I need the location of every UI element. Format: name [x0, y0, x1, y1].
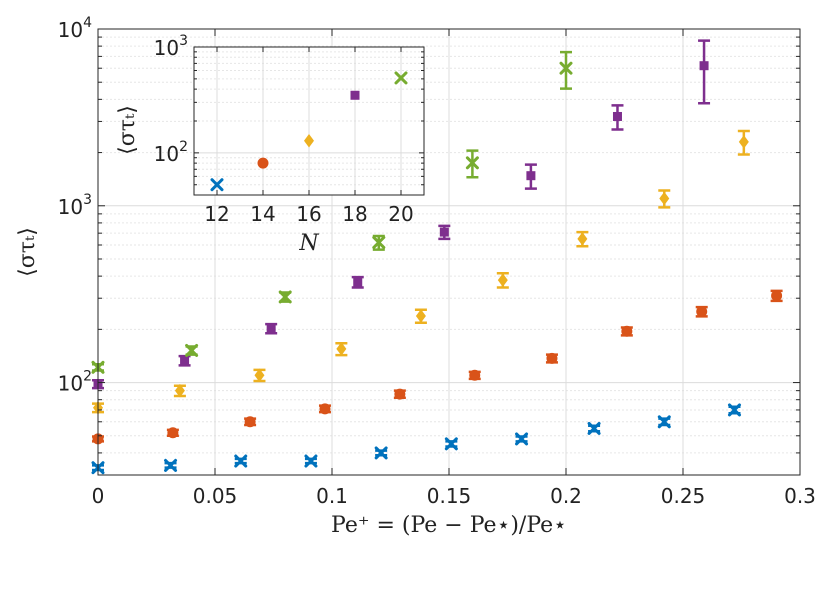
x-tick-label: 0.25	[661, 484, 706, 508]
data-point	[174, 383, 185, 398]
series-n12	[91, 403, 741, 475]
data-point	[657, 415, 671, 429]
inset-y-tick-base: 10	[154, 142, 179, 166]
data-point	[587, 421, 601, 435]
data-point	[497, 273, 508, 287]
y-tick-exponent: 2	[83, 369, 92, 385]
y-tick-base: 10	[58, 372, 83, 396]
inset-data-point	[350, 90, 360, 100]
data-point	[164, 458, 178, 472]
inset-grid	[194, 47, 424, 196]
data-point	[278, 290, 292, 304]
inset-y-axis-label: ⟨στₜ⟩	[115, 105, 140, 155]
data-point	[515, 432, 529, 446]
series-n14	[92, 289, 783, 445]
data-point	[319, 403, 331, 415]
x-axis-label: Pe⁺ = (Pe − Pe⋆)/Pe⋆	[331, 513, 567, 538]
data-point	[304, 454, 318, 468]
data-point	[659, 191, 670, 206]
x-tick-label: 0.05	[193, 484, 238, 508]
x-tick-label: 0.1	[316, 484, 348, 508]
inset-x-axis-label: N	[298, 231, 319, 256]
main-grid	[97, 29, 801, 476]
data-point	[372, 235, 386, 249]
data-point	[254, 368, 265, 382]
inset-y-tick-exponent: 3	[179, 33, 188, 49]
x-tick-label: 0.3	[784, 484, 816, 508]
inset-series	[210, 71, 408, 192]
data-point	[180, 356, 190, 366]
inset-data-point	[257, 157, 269, 169]
data-point	[394, 388, 406, 400]
error-bar	[698, 39, 711, 105]
inset-x-tick-label: 16	[296, 202, 321, 226]
data-point	[546, 352, 558, 364]
inset-x-tick-label: 14	[250, 202, 275, 226]
data-point	[612, 111, 622, 121]
data-point	[526, 171, 536, 181]
data-point	[185, 343, 199, 357]
y-tick-exponent: 4	[83, 15, 92, 31]
inset-x-tick-label: 20	[388, 202, 413, 226]
y-tick-label: 104	[58, 15, 92, 42]
error-bar	[560, 50, 572, 90]
data-point	[738, 135, 749, 149]
data-point	[353, 277, 363, 287]
data-point	[266, 324, 276, 334]
data-point	[465, 156, 479, 170]
data-point	[439, 227, 449, 237]
data-point	[244, 416, 256, 428]
x-tick-label: 0	[92, 484, 105, 508]
y-tick-label: 102	[58, 369, 92, 396]
data-point	[621, 325, 633, 337]
data-point	[577, 232, 588, 246]
inset-y-tick-label: 103	[154, 33, 188, 60]
inset-y-tick-base: 10	[154, 36, 179, 60]
y-tick-base: 10	[58, 18, 83, 42]
inset-data-point	[210, 178, 224, 192]
data-point	[167, 427, 179, 439]
series-n20	[91, 50, 573, 374]
data-point	[696, 306, 708, 318]
inset-y-tick-label: 102	[154, 139, 188, 166]
data-point	[559, 61, 573, 75]
data-point	[234, 454, 248, 468]
data-point	[444, 437, 458, 451]
inset-x-tick-label: 18	[342, 202, 367, 226]
data-point	[415, 309, 426, 323]
data-point	[469, 369, 481, 381]
inset-data-point	[304, 134, 314, 148]
y-axis-label: ⟨στₜ⟩	[15, 227, 40, 277]
y-tick-exponent: 3	[83, 192, 92, 208]
x-tick-label: 0.15	[427, 484, 472, 508]
data-point	[374, 446, 388, 460]
data-point	[699, 61, 709, 71]
data-point	[727, 403, 741, 417]
y-tick-label: 103	[58, 192, 92, 219]
y-tick-base: 10	[58, 195, 83, 219]
x-tick-label: 0.2	[550, 484, 582, 508]
data-point	[336, 342, 347, 356]
inset-data-point	[394, 71, 408, 85]
inset-y-tick-exponent: 2	[179, 139, 188, 155]
inset-x-tick-label: 12	[204, 202, 229, 226]
data-point	[771, 290, 783, 302]
